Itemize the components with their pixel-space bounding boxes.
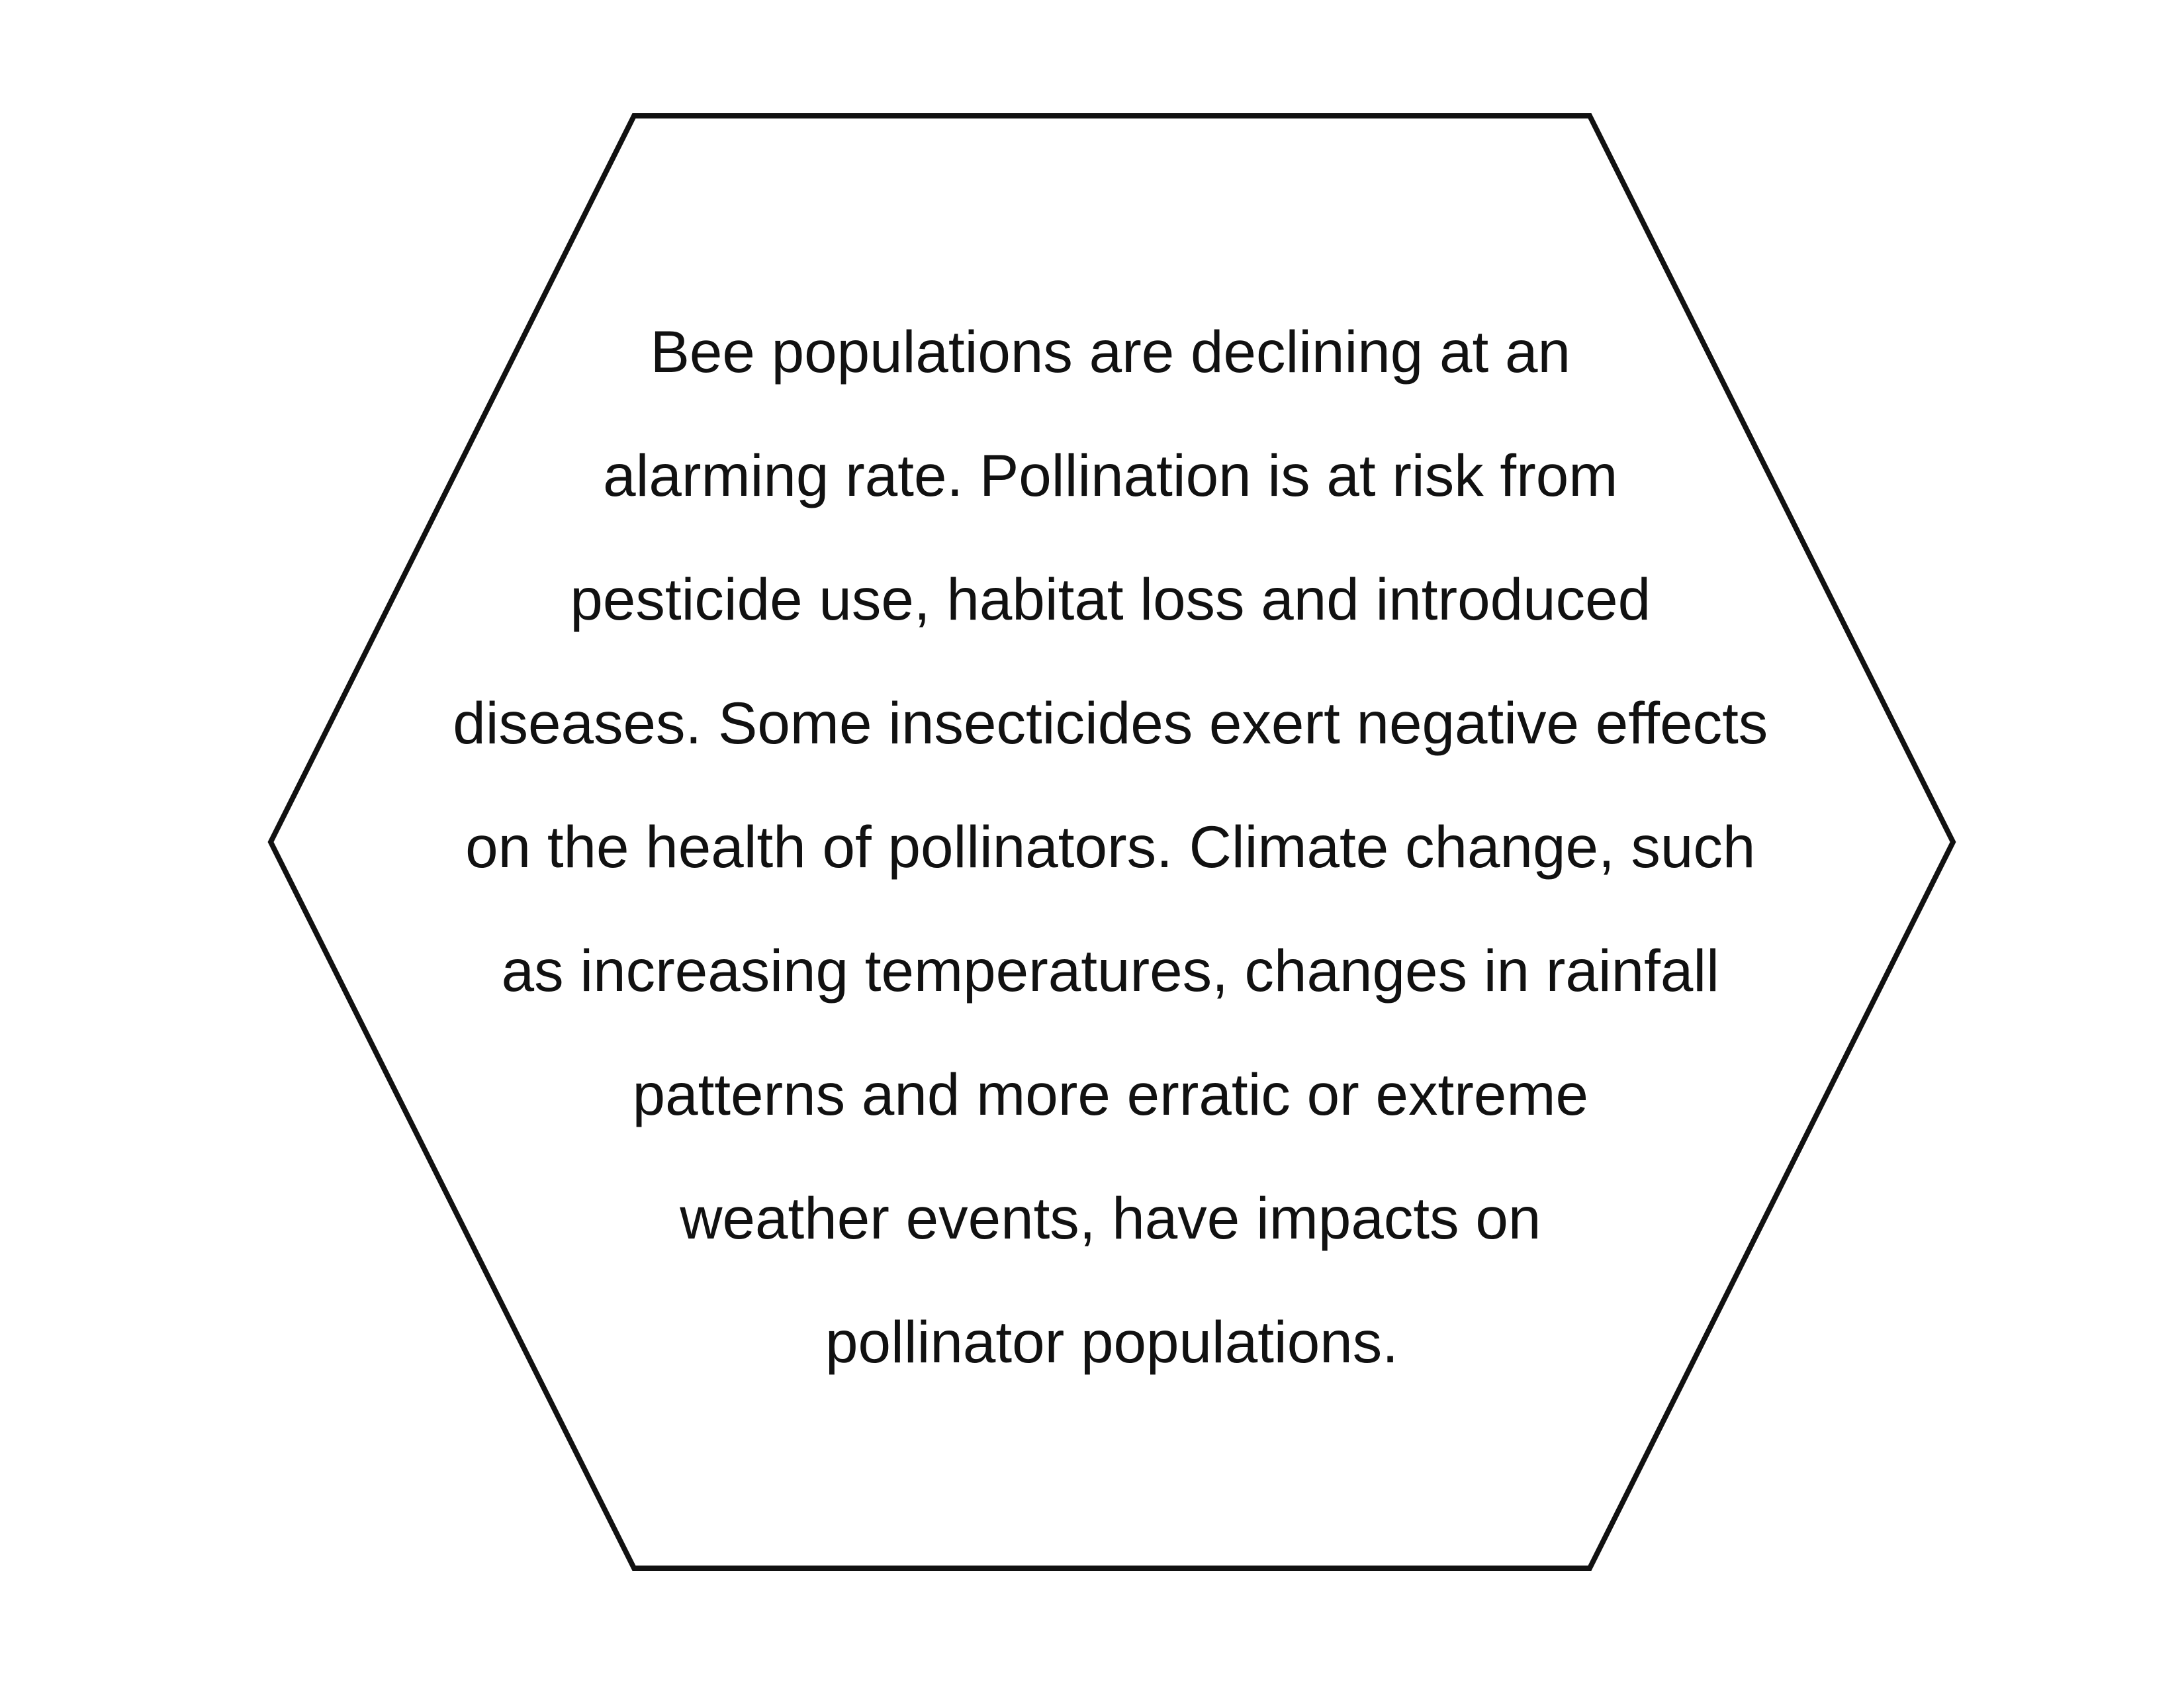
hexagon-text-line: as increasing temperatures, changes in r… — [502, 937, 1719, 1004]
hexagon-text-line: alarming rate. Pollination is at risk fr… — [603, 442, 1617, 508]
hexagon-text: Bee populations are declining at an alar… — [453, 318, 1771, 1375]
hexagon-text-line: diseases. Some insecticides exert negati… — [453, 690, 1768, 756]
hexagon-text-line: on the health of pollinators. Climate ch… — [465, 814, 1755, 880]
hexagon-text-line: patterns and more erratic or extreme — [633, 1061, 1588, 1127]
hexagon-text-line: weather events, have impacts on — [679, 1185, 1541, 1251]
hexagon-text-line: pollinator populations. — [825, 1309, 1398, 1375]
hexagon-text-line: Bee populations are declining at an — [651, 318, 1570, 385]
hexagon-shape — [267, 113, 1956, 1571]
hexagon-text-line: pesticide use, habitat loss and introduc… — [570, 566, 1651, 632]
